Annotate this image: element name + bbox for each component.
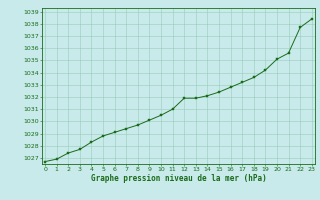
X-axis label: Graphe pression niveau de la mer (hPa): Graphe pression niveau de la mer (hPa)	[91, 174, 266, 183]
